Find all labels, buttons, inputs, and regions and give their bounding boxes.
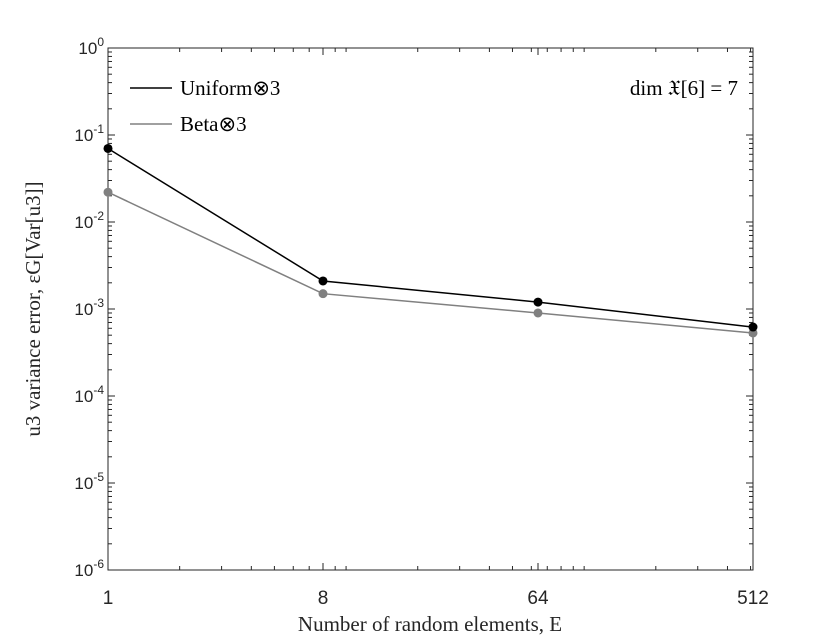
data-point-uniform bbox=[103, 143, 113, 153]
series-layer bbox=[103, 143, 758, 338]
data-point-beta bbox=[533, 308, 543, 318]
legend-label-uniform: Uniform⊗3 bbox=[180, 76, 280, 100]
series-line-beta bbox=[107, 191, 754, 334]
plot-area bbox=[107, 47, 754, 571]
y-axis-label: u3 variance error, εG[Var[u3]] bbox=[21, 181, 45, 436]
series-line-uniform bbox=[107, 147, 754, 328]
y-tick-label: 10-6 bbox=[74, 557, 104, 580]
data-point-beta bbox=[103, 187, 113, 197]
data-point-beta bbox=[318, 289, 328, 299]
ticks bbox=[107, 47, 754, 571]
y-tick-label: 10-2 bbox=[74, 209, 104, 232]
x-axis-label: Number of random elements, E bbox=[298, 612, 562, 636]
data-point-uniform bbox=[748, 322, 758, 332]
x-tick-label: 512 bbox=[737, 588, 769, 609]
y-tick-label: 10-4 bbox=[74, 383, 104, 406]
y-tick-labels: 10-6 10-5 10-4 10-3 10-2 10-1 100 bbox=[74, 35, 104, 580]
legend: Uniform⊗3 Beta⊗3 bbox=[130, 76, 280, 136]
x-tick-label: 64 bbox=[527, 588, 549, 609]
data-point-uniform bbox=[318, 276, 328, 286]
dimension-annotation: dim 𝔛[6] = 7 bbox=[630, 76, 738, 100]
data-point-uniform bbox=[533, 297, 543, 307]
x-tick-label: 8 bbox=[318, 588, 329, 609]
y-tick-label: 10-1 bbox=[74, 122, 104, 145]
x-tick-labels: 1 8 64 512 bbox=[103, 588, 769, 609]
x-tick-label: 1 bbox=[103, 588, 114, 609]
y-tick-label: 10-5 bbox=[74, 470, 104, 493]
y-tick-label: 100 bbox=[78, 35, 104, 58]
y-tick-label: 10-3 bbox=[74, 296, 104, 319]
legend-label-beta: Beta⊗3 bbox=[180, 112, 247, 136]
